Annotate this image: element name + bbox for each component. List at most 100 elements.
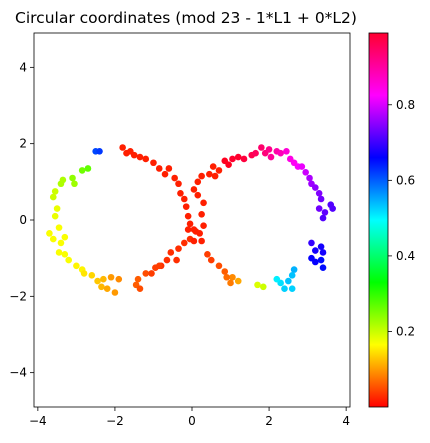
data-point	[215, 262, 223, 270]
x-axis: −4 −2 0 2 4	[29, 407, 350, 428]
y-tick-label: 0	[19, 213, 27, 227]
data-point	[65, 256, 72, 264]
data-point	[136, 153, 144, 161]
data-point	[204, 251, 211, 258]
data-point	[51, 188, 59, 195]
data-point	[221, 268, 229, 275]
data-point	[175, 245, 182, 252]
data-point	[161, 170, 169, 178]
data-point	[211, 172, 219, 180]
data-point	[167, 249, 175, 256]
data-point	[119, 144, 126, 151]
data-point	[229, 273, 236, 281]
data-point	[288, 272, 296, 279]
data-point	[312, 247, 319, 254]
colorbar-gradient	[368, 32, 389, 408]
data-point	[155, 165, 163, 172]
data-point	[177, 189, 184, 197]
x-tick-label: 4	[342, 414, 350, 428]
x-tick-label: −2	[106, 414, 124, 428]
data-point	[234, 277, 242, 285]
colorbar: 0.2 0.4 0.6 0.8	[368, 32, 415, 408]
data-point	[207, 256, 215, 264]
data-point	[163, 256, 171, 264]
data-point	[107, 273, 115, 281]
data-point	[302, 168, 309, 176]
colorbar-tick-label: 0.8	[396, 98, 415, 112]
data-point	[317, 243, 325, 251]
data-point	[84, 165, 92, 172]
data-point	[190, 237, 198, 245]
data-point	[234, 153, 242, 161]
data-point	[317, 256, 325, 264]
data-point	[186, 220, 194, 228]
data-point	[200, 199, 207, 207]
data-point	[317, 195, 325, 203]
data-point	[227, 279, 234, 287]
data-point	[53, 205, 61, 212]
data-point	[196, 230, 204, 237]
data-point	[182, 203, 190, 210]
data-point	[281, 285, 288, 292]
data-point	[194, 178, 202, 186]
y-tick-label: −2	[9, 289, 27, 303]
colorbar-tick-label: 0.4	[396, 249, 415, 263]
data-point	[200, 222, 207, 230]
data-point	[111, 289, 119, 296]
data-point	[225, 161, 232, 168]
data-point	[198, 237, 205, 245]
data-point	[285, 277, 292, 285]
data-point	[136, 285, 144, 292]
data-point	[61, 233, 69, 241]
data-point	[78, 167, 86, 174]
data-point	[240, 155, 248, 163]
data-point	[288, 285, 296, 292]
colorbar-axis: 0.2 0.4 0.6 0.8	[388, 98, 415, 338]
data-point	[115, 275, 123, 283]
x-tick-label: −4	[29, 414, 47, 428]
data-point	[46, 230, 53, 237]
data-point	[329, 205, 336, 212]
data-point	[209, 163, 217, 170]
data-point	[267, 153, 275, 161]
data-point	[277, 149, 284, 157]
data-point	[175, 180, 182, 188]
data-point	[150, 159, 157, 167]
data-point	[184, 226, 192, 233]
data-point	[94, 277, 101, 285]
data-point	[69, 174, 76, 182]
data-point	[171, 174, 178, 182]
data-point	[198, 172, 205, 180]
data-point	[312, 184, 319, 191]
data-point	[190, 186, 198, 193]
x-tick-label: 0	[188, 414, 196, 428]
data-point	[198, 210, 205, 218]
data-point	[315, 189, 323, 197]
data-point	[298, 163, 306, 170]
x-tick-label: 2	[265, 414, 273, 428]
chart-title: Circular coordinates (mod 23 - 1*L1 + 0*…	[15, 9, 357, 27]
data-point	[57, 239, 65, 247]
colorbar-tick-label: 0.2	[396, 324, 415, 338]
data-point	[80, 270, 88, 277]
data-point	[223, 273, 230, 281]
y-tick-label: 2	[19, 137, 27, 151]
data-point	[315, 205, 323, 212]
data-point	[155, 262, 163, 270]
data-point	[252, 149, 259, 157]
data-point	[194, 191, 202, 199]
data-point	[59, 176, 67, 184]
y-tick-label: −4	[9, 366, 27, 380]
data-point	[215, 167, 223, 174]
data-point	[290, 266, 298, 273]
data-point	[61, 251, 69, 258]
data-point	[321, 209, 329, 216]
data-point	[319, 249, 327, 256]
plot-background	[34, 33, 350, 407]
data-point	[55, 249, 63, 256]
data-point	[71, 180, 78, 188]
colorbar-tick-label: 0.6	[396, 173, 415, 187]
data-point	[148, 270, 155, 277]
plot-area	[33, 32, 351, 408]
data-point	[319, 264, 327, 272]
